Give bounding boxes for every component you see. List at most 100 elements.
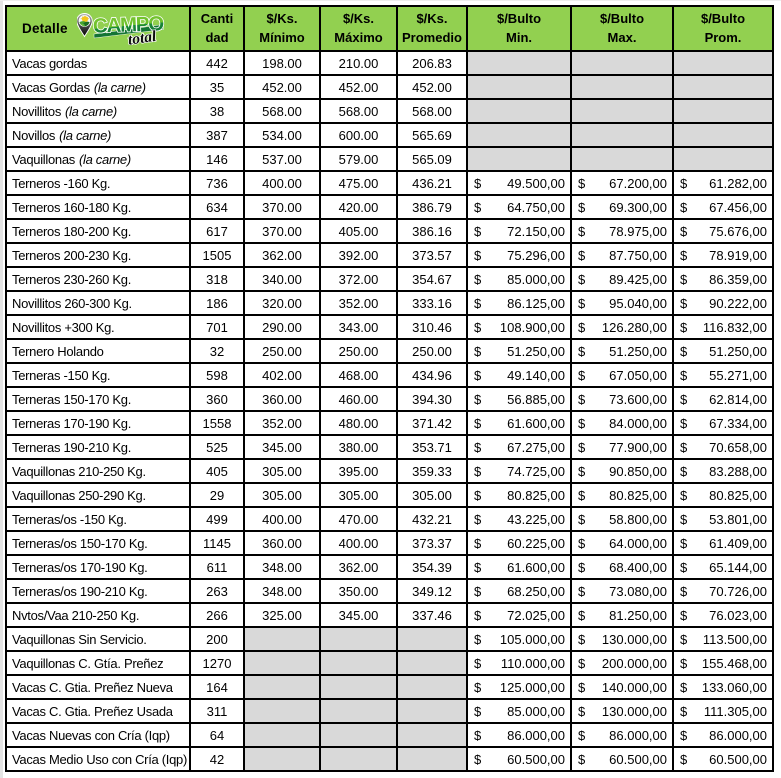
cell-bulto-prom: $67.456,00 [672, 194, 774, 220]
cell-detalle: Terneras 150-170 Kg. [5, 386, 191, 412]
header-cell-ks-promedio: $/Ks. Promedio [396, 5, 468, 52]
cell-ks-maximo: 468.00 [319, 362, 398, 388]
amount: 60.500,00 [709, 751, 767, 767]
cell-cantidad: 35 [189, 74, 245, 100]
amount: 110.000,00 [500, 655, 565, 671]
cell-ks-promedio: 354.67 [396, 266, 468, 292]
currency-symbol: $ [474, 367, 482, 383]
amount: 86.000,00 [609, 727, 667, 743]
cell-cantidad: 1145 [189, 530, 245, 556]
table-row: Terneras 190-210 Kg. 525 345.00 380.00 3… [5, 434, 774, 460]
cell-bulto-max: $67.050,00 [570, 362, 674, 388]
cell-bulto-max: $68.400,00 [570, 554, 674, 580]
currency-symbol: $ [680, 607, 688, 623]
cell-ks-minimo: 340.00 [243, 266, 321, 292]
cell-bulto-min: $49.500,00 [466, 170, 572, 196]
amount: 86.000,00 [507, 727, 565, 743]
cell-bulto-max [570, 122, 674, 148]
cell-bulto-max: $51.250,00 [570, 338, 674, 364]
cell-ks-maximo: 452.00 [319, 74, 398, 100]
cell-cantidad: 29 [189, 482, 245, 508]
amount: 80.825,00 [507, 487, 565, 503]
table-row: Vacas Gordas (la carne) 35 452.00 452.00 … [5, 74, 774, 100]
cell-detalle: Vacas C. Gtia. Preñez Usada [5, 698, 191, 724]
cell-bulto-min: $64.750,00 [466, 194, 572, 220]
cell-ks-minimo: 250.00 [243, 338, 321, 364]
amount: 105.000,00 [499, 631, 565, 647]
cell-bulto-prom: $116.832,00 [672, 314, 774, 340]
cell-bulto-prom: $70.726,00 [672, 578, 774, 604]
cell-bulto-min: $60.500,00 [466, 746, 572, 772]
header-cell-detalle: Detalle [5, 5, 191, 52]
amount: 61.600,00 [507, 559, 565, 575]
header-cell-ks-minimo: $/Ks. Mínimo [243, 5, 321, 52]
cell-ks-minimo: 402.00 [243, 362, 321, 388]
row-label: Ternero Holando [12, 343, 104, 359]
amount: 86.000,00 [709, 727, 767, 743]
cell-bulto-max: $64.000,00 [570, 530, 674, 556]
cell-cantidad: 38 [189, 98, 245, 124]
amount: 133.060,00 [701, 679, 767, 695]
amount: 73.080,00 [609, 583, 667, 599]
cell-ks-promedio [396, 698, 468, 724]
cell-bulto-min [466, 74, 572, 100]
row-label-suffix: (la carne) [59, 127, 112, 143]
total-wordmark: total [127, 27, 158, 44]
currency-symbol: $ [578, 391, 586, 407]
cell-bulto-prom: $86.000,00 [672, 722, 774, 748]
cell-ks-maximo: 475.00 [319, 170, 398, 196]
cell-cantidad: 1270 [189, 650, 245, 676]
currency-symbol: $ [680, 487, 688, 503]
row-label: Nvtos/Vaa 210-250 Kg. [12, 607, 140, 623]
cell-bulto-prom: $80.825,00 [672, 482, 774, 508]
cell-ks-minimo: 198.00 [243, 50, 321, 76]
amount: 130.000,00 [601, 703, 667, 719]
cell-ks-maximo: 343.00 [319, 314, 398, 340]
table-row: Terneras 170-190 Kg. 1558 352.00 480.00 … [5, 410, 774, 436]
amount: 77.900,00 [609, 439, 667, 455]
row-label: Vacas C. Gtia. Preñez Usada [12, 703, 173, 719]
amount: 70.726,00 [709, 583, 767, 599]
cell-bulto-prom: $65.144,00 [672, 554, 774, 580]
currency-symbol: $ [474, 175, 482, 191]
cell-ks-maximo: 345.00 [319, 602, 398, 628]
cell-cantidad: 164 [189, 674, 245, 700]
cell-bulto-min: $85.000,00 [466, 266, 572, 292]
table-row: Terneras/os 150-170 Kg. 1145 360.00 400.… [5, 530, 774, 556]
cell-ks-maximo: 305.00 [319, 482, 398, 508]
amount: 61.600,00 [507, 415, 565, 431]
cell-bulto-max [570, 50, 674, 76]
table-row: Terneras 150-170 Kg. 360 360.00 460.00 3… [5, 386, 774, 412]
currency-symbol: $ [474, 391, 482, 407]
cell-ks-promedio: 337.46 [396, 602, 468, 628]
cell-ks-promedio: 354.39 [396, 554, 468, 580]
currency-symbol: $ [474, 463, 482, 479]
cell-ks-promedio: 349.12 [396, 578, 468, 604]
table-row: Terneras/os 170-190 Kg. 611 348.00 362.0… [5, 554, 774, 580]
currency-symbol: $ [680, 583, 688, 599]
cell-ks-minimo: 362.00 [243, 242, 321, 268]
currency-symbol: $ [578, 751, 586, 767]
amount: 78.919,00 [709, 247, 767, 263]
cell-detalle: Novillitos (la carne) [5, 98, 191, 124]
cell-bulto-max: $84.000,00 [570, 410, 674, 436]
cell-bulto-max [570, 74, 674, 100]
cell-bulto-max: $58.800,00 [570, 506, 674, 532]
cell-bulto-min: $43.225,00 [466, 506, 572, 532]
table-row: Nvtos/Vaa 210-250 Kg. 266 325.00 345.00 … [5, 602, 774, 628]
cell-ks-minimo: 360.00 [243, 530, 321, 556]
row-label: Novillitos [12, 103, 62, 119]
currency-symbol: $ [578, 223, 586, 239]
row-label: Terneros 230-260 Kg. [12, 271, 132, 287]
cell-bulto-prom: $155.468,00 [672, 650, 774, 676]
currency-symbol: $ [680, 535, 688, 551]
table-row: Novillitos (la carne) 38 568.00 568.00 56… [5, 98, 774, 124]
row-label: Terneras/os 150-170 Kg. [12, 535, 148, 551]
amount: 75.676,00 [709, 223, 767, 239]
amount: 67.275,00 [507, 439, 565, 455]
currency-symbol: $ [474, 223, 482, 239]
currency-symbol: $ [578, 343, 586, 359]
cell-bulto-min: $68.250,00 [466, 578, 572, 604]
currency-symbol: $ [578, 247, 586, 263]
cell-bulto-min: $56.885,00 [466, 386, 572, 412]
